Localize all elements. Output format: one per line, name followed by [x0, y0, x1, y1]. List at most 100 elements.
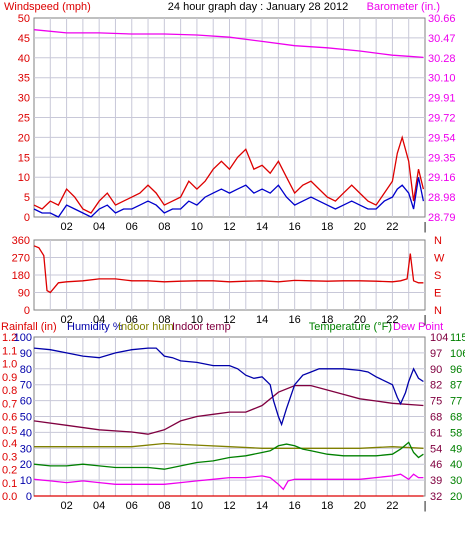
compass-tick-label: E	[434, 288, 441, 300]
barometer-tick-label: 28.79	[428, 212, 456, 224]
x-tick-label: 10	[191, 221, 203, 233]
x-tick-label: 16	[289, 221, 301, 233]
rainfall-tick-label: 0.0	[2, 491, 17, 503]
barometer-tick-label: 30.28	[428, 53, 456, 65]
windspeed-tick-label: 30	[18, 93, 30, 105]
direction-tick-label: 90	[18, 288, 30, 300]
x-tick-label: 06	[126, 500, 138, 512]
x-tick-label: 06	[126, 314, 138, 326]
indoor-temp-label: Indoor temp	[172, 321, 231, 333]
rainfall-tick-label: 1.0	[2, 359, 17, 371]
indoor-temp-tick-label: 90	[430, 364, 442, 376]
temperature-tick-label: 58	[450, 427, 462, 439]
x-tick-label: 02	[60, 221, 72, 233]
windspeed-tick-label: 35	[18, 73, 30, 85]
x-tick-label: |	[424, 314, 427, 326]
x-tick-label: 22	[386, 221, 398, 233]
barometer-tick-label: 29.35	[428, 152, 456, 164]
wind-direction-line	[33, 245, 424, 294]
compass-tick-label: N	[434, 235, 442, 247]
rainfall-tick-label: 1.2	[2, 332, 17, 344]
rainfall-tick-label: 0.1	[2, 478, 17, 490]
temperature-tick-label: 49	[450, 443, 462, 455]
barometer-line	[33, 29, 424, 59]
x-tick-label: 18	[321, 221, 333, 233]
windspeed-tick-label: 15	[18, 152, 30, 164]
x-tick-label: 08	[158, 221, 170, 233]
temperature-tick-label: 77	[450, 396, 462, 408]
humidity-tick-label: 90	[20, 348, 32, 360]
x-tick-label: 02	[60, 314, 72, 326]
barometer-tick-label: 29.54	[428, 132, 456, 144]
compass-tick-label: N	[434, 305, 442, 317]
temperature-label: Temperature (°F)	[309, 321, 392, 333]
windspeed-label: Windspeed (mph)	[4, 1, 91, 13]
humidity-tick-label: 30	[20, 443, 32, 455]
compass-tick-label: S	[434, 270, 441, 282]
direction-tick-label: 270	[12, 253, 30, 265]
humidity-tick-label: 10	[20, 475, 32, 487]
rainfall-tick-label: 0.9	[2, 372, 17, 384]
dew-point-label: Dew Point	[393, 321, 443, 333]
humidity-tick-label: 60	[20, 396, 32, 408]
rainfall-label: Rainfall (in)	[1, 321, 57, 333]
humidity-tick-label: 100	[14, 332, 32, 344]
indoor-hum-label: Indoor hum	[118, 321, 174, 333]
x-tick-label: 18	[321, 500, 333, 512]
temperature-tick-label: 68	[450, 412, 462, 424]
x-tick-label: 22	[386, 500, 398, 512]
x-tick-label: 04	[93, 500, 105, 512]
windspeed-tick-label: 5	[24, 192, 30, 204]
barometer-tick-label: 29.16	[428, 172, 456, 184]
x-tick-label: 12	[223, 314, 235, 326]
rainfall-tick-label: 0.7	[2, 398, 17, 410]
humidity-line	[33, 347, 424, 427]
rainfall-tick-label: 0.5	[2, 425, 17, 437]
temperature-tick-label: 40	[450, 459, 462, 471]
temperature-line	[33, 441, 424, 470]
barometer-tick-label: 29.91	[428, 93, 456, 105]
windspeed-tick-label: 20	[18, 132, 30, 144]
x-tick-label: 18	[321, 314, 333, 326]
windspeed-tick-label: 0	[24, 212, 30, 224]
x-tick-label: 14	[256, 314, 268, 326]
indoor-temp-tick-label: 46	[430, 459, 442, 471]
x-tick-label: 16	[289, 500, 301, 512]
x-tick-label: 14	[256, 221, 268, 233]
x-tick-label: 10	[191, 500, 203, 512]
direction-tick-label: 0	[24, 305, 30, 317]
direction-tick-label: 180	[12, 270, 30, 282]
x-tick-label: 14	[256, 500, 268, 512]
indoor-temp-line	[33, 384, 424, 435]
humidity-label: Humidity %	[67, 321, 123, 333]
barometer-tick-label: 30.47	[428, 33, 456, 45]
x-tick-label: 08	[158, 314, 170, 326]
rainfall-tick-label: 0.2	[2, 465, 17, 477]
x-tick-label: 02	[60, 500, 72, 512]
x-tick-label: 16	[289, 314, 301, 326]
humidity-tick-label: 0	[26, 491, 32, 503]
direction-tick-label: 360	[12, 235, 30, 247]
barometer-tick-label: 30.66	[428, 13, 456, 25]
humidity-tick-label: 80	[20, 364, 32, 376]
compass-tick-label: W	[434, 253, 445, 265]
temperature-tick-label: 87	[450, 380, 462, 392]
temperature-tick-label: 20	[450, 491, 462, 503]
x-tick-label: 20	[354, 314, 366, 326]
x-tick-label: 08	[158, 500, 170, 512]
temperature-tick-label: 30	[450, 475, 462, 487]
indoor-temp-tick-label: 97	[430, 348, 442, 360]
windspeed-line	[33, 177, 425, 218]
rainfall-tick-label: 0.4	[2, 438, 17, 450]
x-tick-label: 20	[354, 500, 366, 512]
rainfall-tick-label: 1.1	[2, 345, 17, 357]
x-tick-label: 06	[126, 221, 138, 233]
x-tick-label: 20	[354, 221, 366, 233]
x-tick-label: 12	[223, 221, 235, 233]
humidity-tick-label: 20	[20, 459, 32, 471]
indoor-temp-tick-label: 75	[430, 396, 442, 408]
temperature-tick-label: 96	[450, 364, 462, 376]
x-tick-label: 12	[223, 500, 235, 512]
